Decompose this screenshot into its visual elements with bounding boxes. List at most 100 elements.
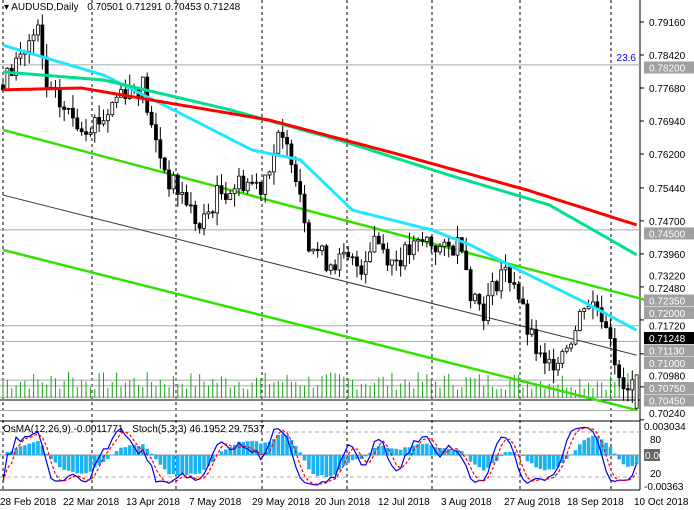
candle-body (573, 330, 578, 345)
osma-bar (232, 444, 237, 455)
osma-bar (311, 455, 316, 474)
osma-bar (468, 455, 473, 462)
level-price-label: 0.74500 (649, 229, 686, 240)
candle-body (311, 248, 316, 252)
candle-body (223, 193, 228, 200)
y-tick-label: 0.73220 (649, 272, 686, 283)
osma-bar (490, 455, 495, 464)
osma-bar (521, 455, 525, 456)
y-tick-label: 0.70980 (649, 372, 686, 383)
osma-bar (534, 455, 538, 468)
osma-bar (608, 446, 613, 455)
osma-bar (394, 448, 399, 455)
ma-fast-line (2, 43, 638, 332)
stoch-label: Stoch(5,3,3) 46.1952 29.7537 (132, 424, 265, 435)
candle-body (512, 282, 517, 285)
candle-body (280, 131, 285, 138)
osma-bar (289, 439, 294, 455)
candle-body (57, 88, 62, 108)
zero-label-bg (644, 449, 660, 461)
level-label-bg (644, 382, 694, 394)
osma-bar (224, 449, 228, 455)
dropdown-arrow-icon[interactable]: ▾ (4, 2, 10, 13)
osma-bar (613, 453, 617, 455)
osma-bar (180, 455, 184, 475)
candle-body (328, 264, 333, 271)
osma-bar (359, 455, 364, 459)
level-price-label: 0.78200 (649, 64, 686, 75)
candle-body (376, 235, 381, 245)
candle-body (62, 106, 67, 110)
y-tick-label: 0.78420 (649, 51, 686, 62)
osma-bar (604, 442, 608, 455)
ohlc-values: 0.70501 0.71291 0.70453 0.71248 (87, 2, 241, 13)
candle-body (529, 328, 534, 335)
candle-body (446, 241, 451, 247)
candle-body (577, 311, 582, 331)
osma-bar (363, 455, 368, 457)
osma-bar (529, 455, 534, 464)
level-price-label: 0.72350 (649, 297, 686, 308)
osma-bar (5, 451, 10, 455)
osma-bar (263, 442, 267, 455)
candle-body (302, 193, 307, 224)
osma-bar (451, 450, 455, 455)
osma-bar (626, 455, 630, 467)
current-price-label: 0.71248 (649, 334, 686, 345)
candle-body (521, 298, 525, 305)
candle-body (337, 253, 342, 271)
candle-body (31, 34, 36, 42)
osma-bar (630, 455, 635, 467)
osma-bar (158, 455, 163, 465)
sub-tick-top: 0.003034 (644, 422, 686, 433)
osma-bar (66, 455, 71, 471)
candle-body (346, 251, 351, 258)
candle-body (350, 256, 355, 259)
osma-bar (429, 445, 434, 455)
osma-bar (101, 455, 106, 463)
candle-body (267, 171, 272, 176)
candle-body (582, 308, 587, 312)
osma-bar (127, 445, 132, 455)
osma-bar (184, 455, 189, 475)
osma-bar (36, 440, 40, 455)
osma-bar (398, 449, 403, 455)
y-tick-label: 0.79160 (649, 18, 686, 29)
osma-bar (132, 444, 136, 455)
candle-body (442, 241, 447, 247)
level-label-bg (644, 394, 694, 407)
candle-body (101, 120, 106, 125)
x-axis-date-label: 7 May 2018 (189, 497, 242, 508)
osma-bar (342, 455, 346, 466)
x-axis-date-label: 29 May 2018 (252, 497, 310, 508)
level-price-label: 0.70450 (649, 397, 686, 408)
x-axis-date-label: 13 Apr 2018 (126, 497, 180, 508)
candle-body (459, 237, 464, 252)
osma-bar (582, 440, 587, 455)
osma-bar (381, 445, 385, 455)
candle-body (324, 245, 329, 271)
osma-bar (595, 436, 600, 455)
candle-body (184, 192, 189, 206)
level-price-label: 0.71000 (649, 359, 686, 370)
candle-body (88, 132, 93, 135)
osma-bar (617, 455, 621, 460)
candle-body (560, 350, 565, 364)
osma-bar (44, 453, 49, 455)
osma-bar (508, 451, 512, 455)
y-tick-label: 0.77680 (649, 84, 686, 95)
symbol-label: AUDUSD,Daily (11, 2, 79, 13)
candle-body (617, 364, 622, 379)
candle-body (503, 266, 508, 271)
candle-body (368, 251, 372, 262)
candle-body (175, 174, 180, 195)
candle-body (40, 24, 45, 58)
osma-bar (328, 455, 333, 476)
candle-body (254, 181, 259, 184)
osma-bar (591, 435, 595, 455)
osma-bar (49, 455, 53, 460)
candle-body (477, 293, 482, 305)
osma-bar (486, 455, 490, 468)
candle-body (508, 266, 512, 283)
